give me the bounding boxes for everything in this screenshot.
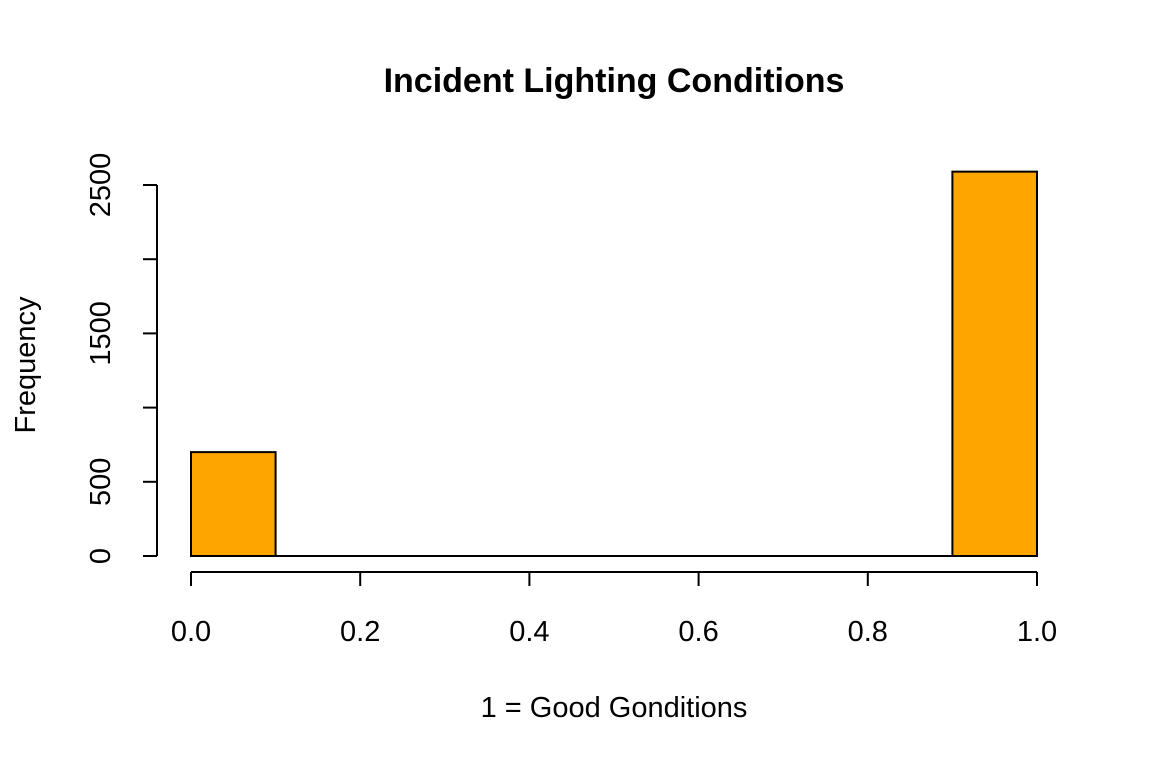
y-tick-label: 1500 <box>85 301 117 366</box>
y-tick-label: 500 <box>85 458 117 506</box>
y-axis: 0 500 1500 2500 <box>85 153 158 564</box>
bars <box>190 170 1039 557</box>
x-axis-label: 1 = Good Gonditions <box>481 692 748 724</box>
x-tick-label: 1.0 <box>1017 616 1057 648</box>
x-tick-label: 0.8 <box>848 616 888 648</box>
y-tick-label: 0 <box>85 548 117 564</box>
chart-title: Incident Lighting Conditions <box>384 62 845 100</box>
x-tick-label: 0.4 <box>509 616 549 648</box>
y-axis-label: Frequency <box>10 296 42 434</box>
x-tick-label: 0.2 <box>340 616 380 648</box>
histogram-bar <box>190 451 277 557</box>
histogram-bar <box>951 170 1039 557</box>
x-axis: 0.0 0.2 0.4 0.6 0.8 1.0 <box>171 571 1057 648</box>
x-tick-label: 0.6 <box>678 616 718 648</box>
x-tick-label: 0.0 <box>171 616 211 648</box>
y-tick-label: 2500 <box>85 153 117 218</box>
